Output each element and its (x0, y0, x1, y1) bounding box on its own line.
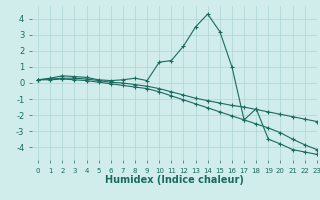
X-axis label: Humidex (Indice chaleur): Humidex (Indice chaleur) (105, 175, 244, 185)
